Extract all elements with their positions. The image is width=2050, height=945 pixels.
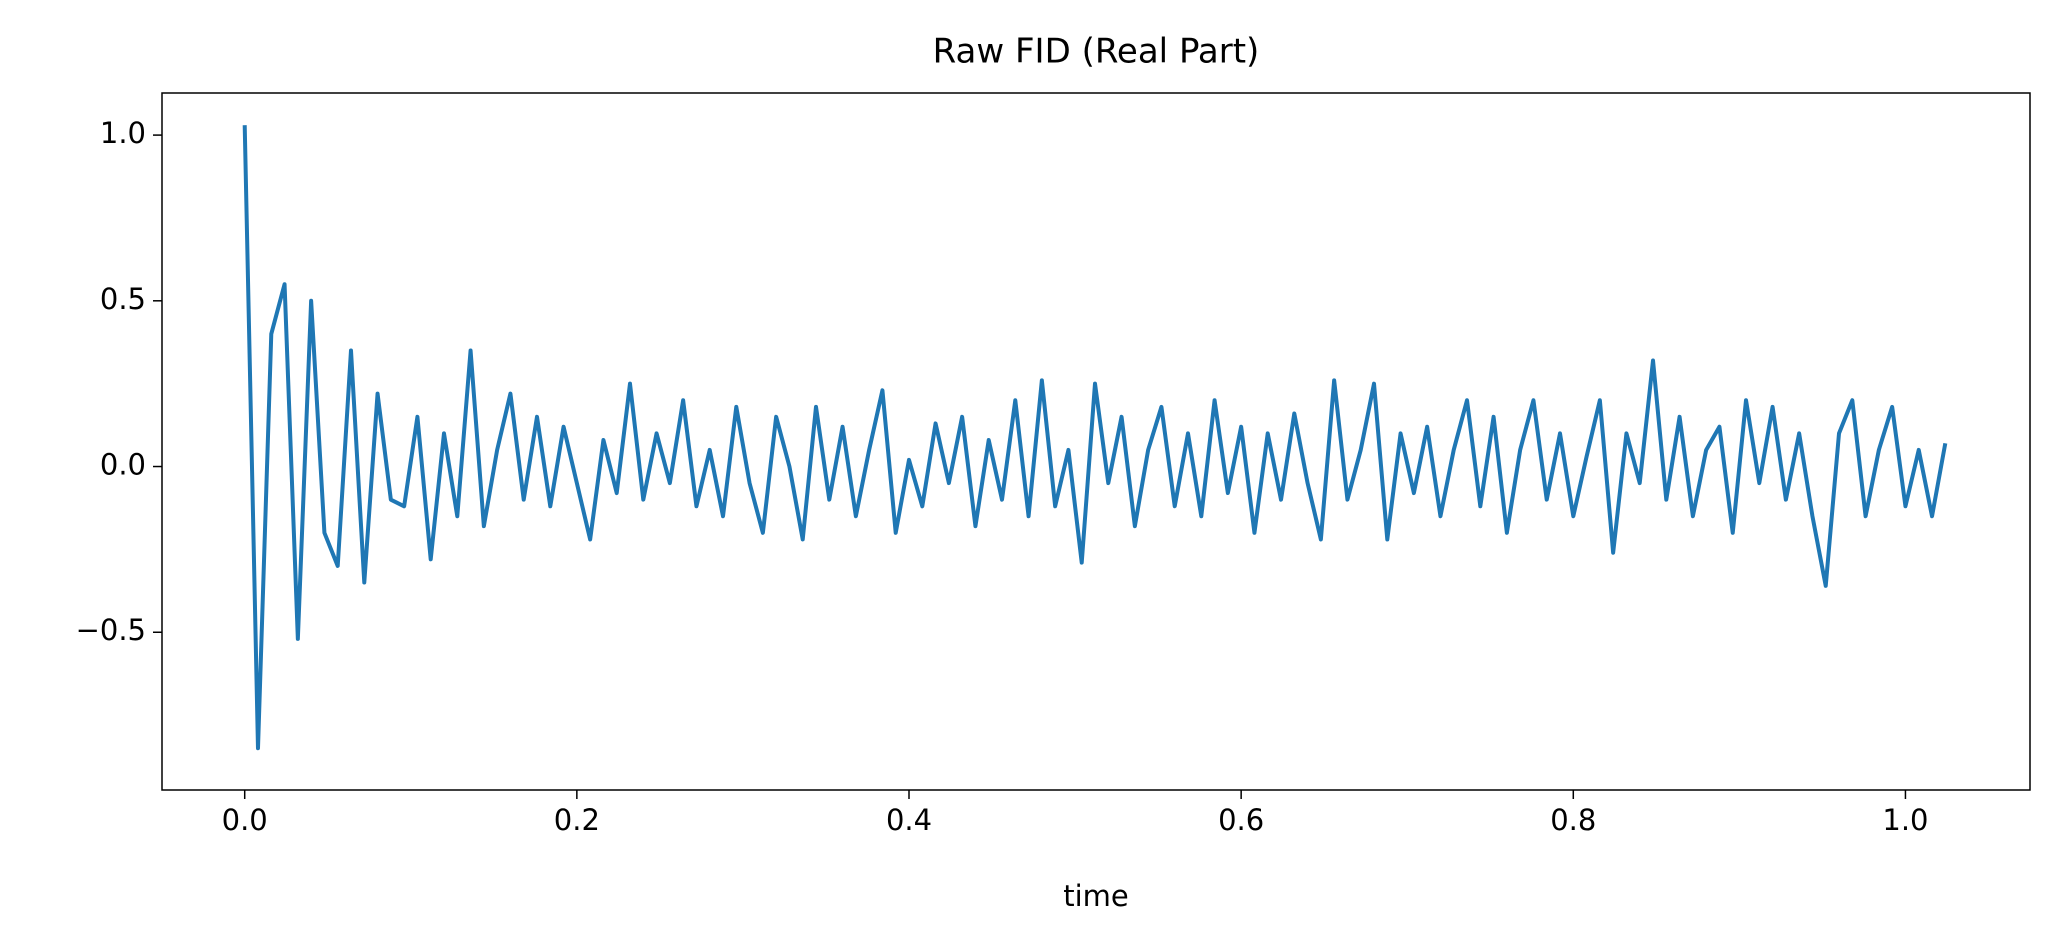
- x-tick-label: 0.2: [554, 803, 600, 837]
- y-tick-label: −0.5: [76, 613, 146, 647]
- y-tick-label: 0.0: [100, 448, 146, 482]
- x-tick-label: 0.0: [222, 803, 268, 837]
- y-tick-label: 1.0: [100, 116, 146, 150]
- data-line: [242, 125, 1948, 751]
- x-tick-label: 0.8: [1550, 803, 1596, 837]
- plot-frame: [161, 92, 2031, 791]
- chart-title: Raw FID (Real Part): [933, 32, 1260, 72]
- x-tick-label: 1.0: [1882, 803, 1928, 837]
- x-axis-label: time: [1063, 879, 1129, 913]
- x-tick-label: 0.4: [886, 803, 932, 837]
- y-tick-label: 0.5: [100, 282, 146, 316]
- x-tick-label: 0.6: [1218, 803, 1264, 837]
